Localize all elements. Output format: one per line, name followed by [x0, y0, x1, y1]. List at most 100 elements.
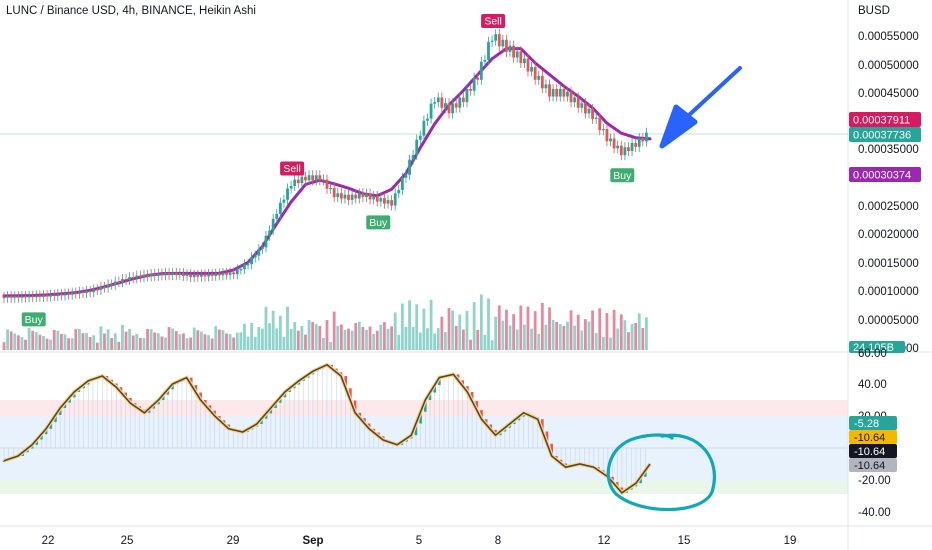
candle-body	[400, 177, 404, 190]
volume-bar	[329, 342, 332, 350]
volume-bar	[199, 331, 203, 350]
volume-bar	[311, 322, 315, 350]
price-tick: 0.00015000	[858, 258, 919, 270]
price-badge-band: 0.00030374	[853, 170, 911, 182]
volume-bar	[393, 312, 397, 350]
candle-body	[458, 97, 462, 108]
volume-bar	[70, 338, 74, 350]
volume-bar	[584, 319, 587, 350]
oscillator-candle	[475, 401, 479, 411]
time-tick: Sep	[302, 535, 323, 547]
osc-tick: 40.00	[858, 379, 887, 391]
volume-bar	[569, 310, 573, 350]
volume-bar	[45, 338, 49, 350]
candle-body	[153, 274, 157, 276]
candle-body	[192, 274, 196, 278]
volume-bar	[2, 342, 6, 350]
candle-body	[275, 213, 279, 219]
candle-body	[368, 193, 372, 200]
osc-badge-signal-dark: -10.64	[854, 446, 885, 458]
candle-body	[397, 189, 401, 194]
volume-bar	[594, 332, 598, 350]
volume-bar	[289, 328, 293, 350]
signals: Buy Sell Buy Sell Buy	[21, 14, 635, 327]
candle-body	[433, 102, 437, 104]
candle-body	[598, 117, 602, 131]
candle-body	[164, 273, 167, 276]
candle-body	[307, 175, 311, 181]
volume-bar	[537, 333, 541, 350]
volume-bar	[221, 330, 225, 350]
candle-body	[609, 138, 612, 142]
volume-bar	[354, 323, 358, 350]
volume-bar	[189, 337, 193, 350]
candle-body	[103, 287, 106, 289]
candle-body	[60, 294, 63, 296]
candle-body	[605, 128, 609, 142]
oscillator-candle	[541, 419, 544, 432]
candle-body	[13, 296, 17, 298]
volume-bar	[31, 330, 35, 350]
candle-body	[124, 279, 128, 281]
candle-body	[472, 77, 476, 91]
volume-bar	[318, 326, 322, 350]
candle-body	[372, 195, 376, 200]
oscillator-candle	[344, 376, 348, 389]
arrow-annotation	[659, 66, 742, 149]
volume-bar	[343, 329, 347, 350]
candle-body	[379, 198, 383, 202]
candle-body	[569, 91, 573, 103]
volume-bar	[386, 328, 390, 350]
candle-body	[142, 274, 146, 278]
candle-body	[171, 272, 175, 276]
candle-body	[357, 193, 361, 199]
volume-bar	[637, 313, 641, 350]
candle-body	[576, 97, 580, 108]
osc-tick: 60.00	[858, 348, 887, 360]
candle-body	[515, 51, 519, 58]
candle-body	[408, 159, 411, 175]
candle-body	[128, 277, 132, 281]
volume-bar	[128, 328, 132, 350]
volume-bar	[239, 332, 243, 350]
candle-body	[580, 103, 584, 108]
volume-bar	[217, 329, 221, 350]
candle-body	[42, 295, 45, 297]
volume-bar	[400, 303, 404, 350]
candle-body	[555, 88, 559, 97]
oscillator-axis: 60.00 40.00 20.00 -20.00 -40.00 -5.28 -1…	[849, 348, 897, 519]
candle-body	[418, 135, 422, 140]
candle-body	[135, 275, 139, 279]
volume-bar	[6, 329, 9, 350]
volume-bar	[465, 311, 469, 350]
volume-bar	[214, 326, 218, 350]
candle-body	[461, 97, 465, 103]
candle-body	[343, 194, 347, 199]
candle-body	[196, 274, 200, 277]
oscillator-candle	[414, 423, 418, 436]
volume-bar	[433, 333, 437, 350]
volume-bar	[476, 329, 480, 350]
candle-body	[146, 274, 149, 277]
candle-body	[530, 67, 533, 72]
candle-body	[558, 88, 562, 97]
candle-body	[228, 272, 232, 275]
volume-bar	[293, 322, 297, 350]
candle-body	[587, 108, 591, 114]
volume-bar	[562, 326, 566, 350]
candle-body	[476, 77, 480, 80]
circle-annotation	[606, 433, 716, 512]
candle-body	[436, 97, 440, 103]
volume-bar	[92, 335, 96, 350]
candle-body	[422, 120, 426, 136]
time-tick: 29	[227, 535, 240, 547]
oscillator-candle	[419, 411, 422, 424]
oscillator-line	[3, 363, 651, 494]
candle-body	[508, 45, 512, 52]
volume-bar	[601, 336, 605, 350]
volume-bar	[526, 306, 530, 350]
candle-body	[203, 274, 207, 277]
volume-bar	[121, 324, 124, 350]
candle-body	[479, 61, 483, 80]
volume-bar	[325, 320, 329, 350]
